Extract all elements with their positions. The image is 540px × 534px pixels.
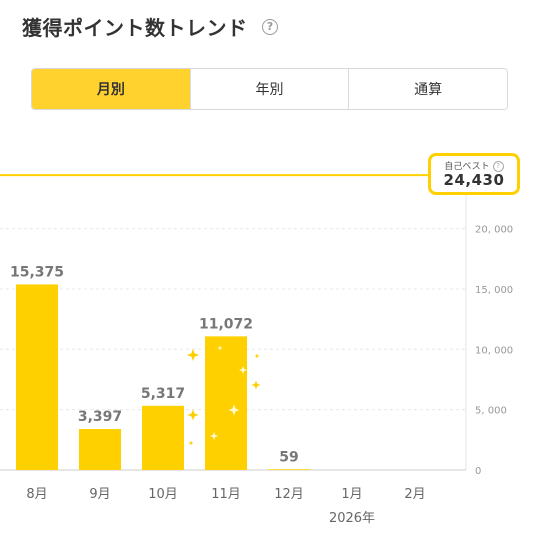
bar-value-label: 5,317 — [141, 386, 185, 402]
x-tick-label: 12月 — [274, 487, 304, 502]
bar-value-label: 3,397 — [78, 409, 122, 425]
sparkle-icon — [187, 409, 199, 421]
sparkle-icon — [188, 440, 194, 446]
x-tick-label: 8月 — [26, 487, 47, 502]
bar-12月 — [268, 469, 310, 470]
bar-10月 — [142, 405, 184, 470]
tab-total[interactable]: 通算 — [348, 69, 507, 109]
year-label: 2026年 — [329, 511, 375, 526]
sparkle-icon — [239, 366, 247, 374]
x-tick-label: 1月 — [341, 487, 362, 502]
tab-yearly[interactable]: 年別 — [189, 69, 349, 109]
y-tick-label: 10, 000 — [475, 345, 513, 356]
sparkle-icon — [228, 404, 240, 416]
bar-value-label: 11,072 — [199, 316, 253, 332]
sparkle-icon — [187, 349, 199, 361]
y-tick-label: 15, 000 — [475, 285, 513, 296]
personal-best-value: 24,430 — [443, 171, 505, 189]
bar-value-label: 59 — [279, 449, 298, 465]
sparkle-icon — [210, 432, 218, 440]
personal-best-label: 自己ベスト — [444, 162, 490, 172]
sparkle-icon — [251, 380, 261, 390]
tab-monthly[interactable]: 月別 — [32, 69, 190, 109]
best-help-icon[interactable]: ? — [492, 161, 504, 172]
y-tick-label: 0 — [475, 466, 481, 477]
x-tick-label: 2月 — [404, 487, 425, 502]
y-tick-label: 20, 000 — [475, 225, 513, 236]
period-tabs: 月別 年別 通算 — [31, 68, 508, 110]
x-tick-label: 10月 — [148, 487, 178, 502]
y-tick-label: 5, 000 — [475, 406, 507, 417]
x-tick-label: 11月 — [211, 487, 241, 502]
bar-8月 — [16, 284, 58, 470]
x-tick-label: 9月 — [89, 487, 110, 502]
page-title: 獲得ポイント数トレンド — [22, 16, 248, 40]
sparkle-icon — [217, 345, 223, 351]
bar-11月 — [205, 336, 247, 470]
sparkle-icon — [254, 353, 260, 359]
bar-value-label: 15,375 — [10, 264, 64, 280]
personal-best-badge: 自己ベスト? 24,430 — [428, 153, 520, 195]
help-icon[interactable]: ? — [262, 19, 278, 35]
bar-9月 — [79, 428, 121, 470]
